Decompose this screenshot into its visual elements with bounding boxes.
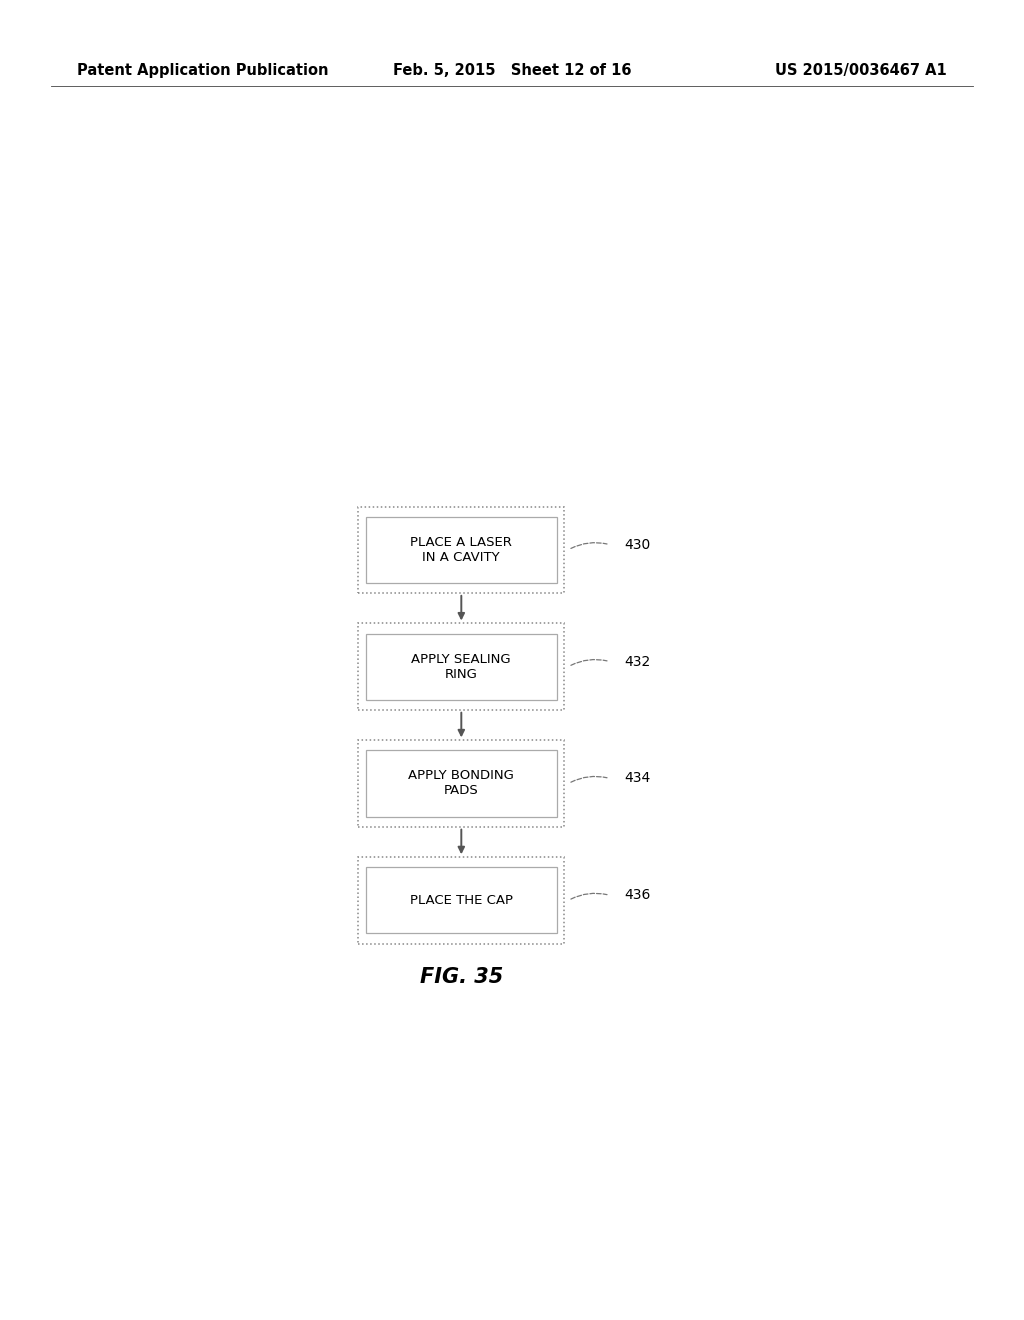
Text: Patent Application Publication: Patent Application Publication [77,63,329,78]
Text: PLACE THE CAP: PLACE THE CAP [410,894,513,907]
Bar [358,857,564,944]
Text: FIG. 35: FIG. 35 [420,966,503,986]
Text: 436: 436 [624,888,650,903]
Text: PLACE A LASER
IN A CAVITY: PLACE A LASER IN A CAVITY [411,536,512,564]
Text: APPLY BONDING
PADS: APPLY BONDING PADS [409,770,514,797]
Text: 430: 430 [624,537,650,552]
Bar [358,741,564,826]
Bar [358,507,564,593]
Bar [367,516,557,582]
Text: US 2015/0036467 A1: US 2015/0036467 A1 [775,63,947,78]
Text: Feb. 5, 2015   Sheet 12 of 16: Feb. 5, 2015 Sheet 12 of 16 [393,63,631,78]
Text: 432: 432 [624,655,650,668]
Text: APPLY SEALING
RING: APPLY SEALING RING [412,652,511,681]
Bar [367,751,557,817]
Bar [358,623,564,710]
Bar [367,867,557,933]
Bar [367,634,557,700]
Text: 434: 434 [624,771,650,785]
